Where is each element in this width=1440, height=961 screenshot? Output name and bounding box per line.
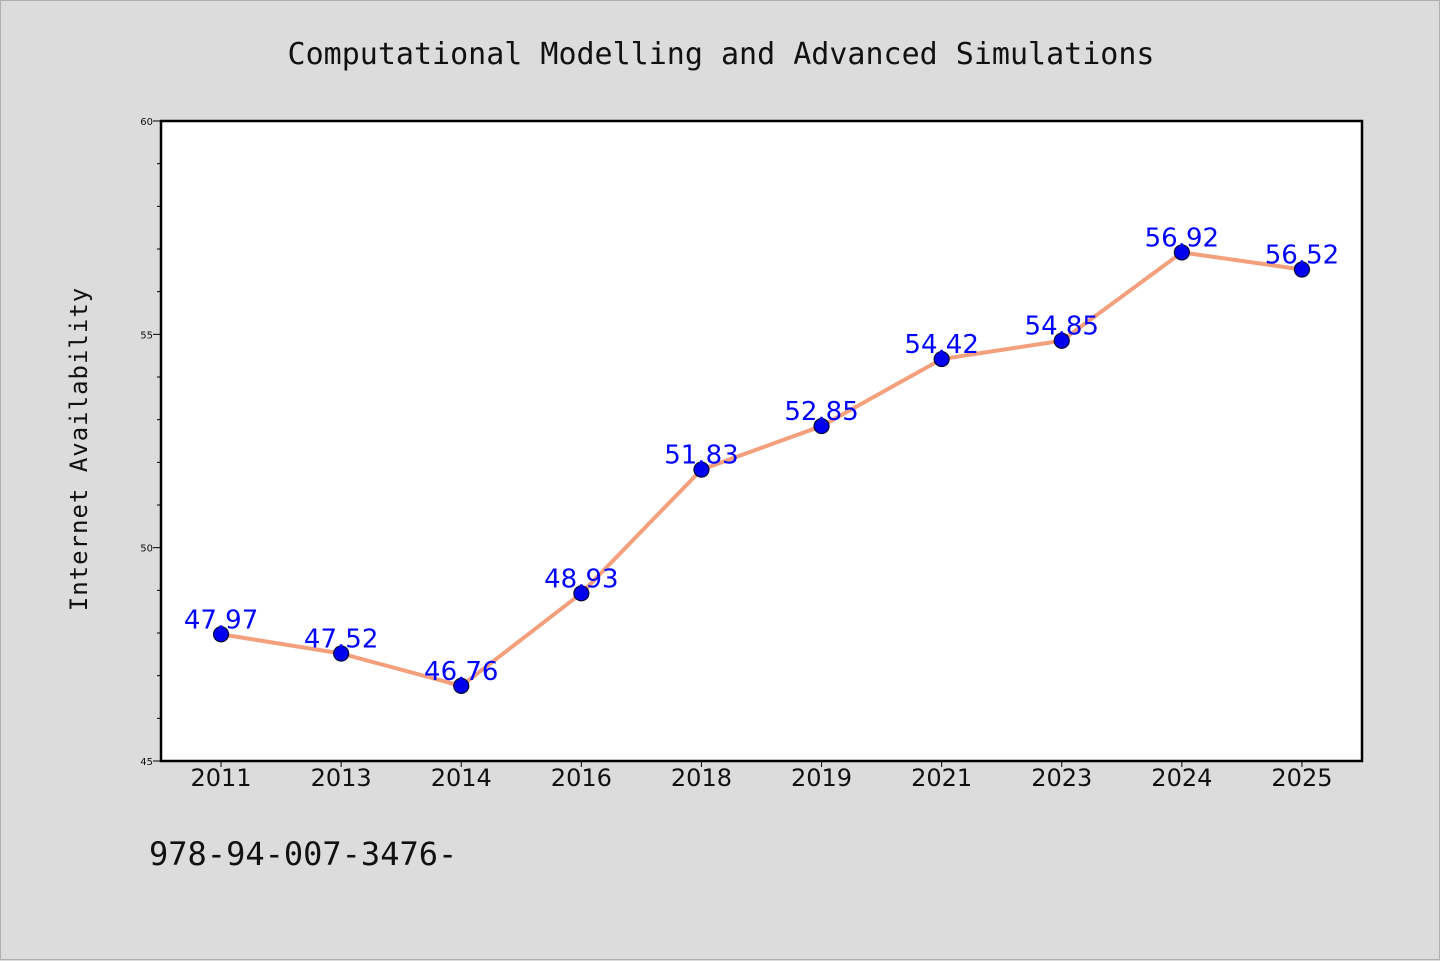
x-tick-label: 2019 — [791, 764, 852, 792]
data-point — [933, 350, 950, 368]
y-tick-label: 45 — [140, 757, 153, 768]
x-tick-label: 2013 — [311, 764, 372, 792]
y-tick-label: 55 — [140, 330, 153, 341]
plot-area — [159, 119, 1364, 763]
data-point — [693, 461, 710, 478]
series-layer: 47.97 47.52 46.76 48.93 51.83 52.85 54.42 54.85… — [184, 223, 1339, 695]
x-tick-label: 2024 — [1151, 764, 1212, 792]
data-label: 54.85 — [1025, 312, 1099, 342]
x-tick-label: 2023 — [1031, 764, 1092, 792]
data-label: 48.93 — [544, 564, 618, 594]
series-line — [219, 250, 1304, 688]
x-tick-label: 2011 — [191, 764, 252, 792]
data-label: 46.76 — [424, 657, 498, 687]
data-label: 56.92 — [1145, 223, 1219, 253]
data-point — [212, 626, 230, 643]
data-point — [1173, 244, 1190, 261]
data-point — [453, 677, 470, 695]
y-tick-label: 60 — [140, 117, 153, 128]
chart-title: Computational Modelling and Advanced Sim… — [288, 37, 1155, 72]
data-label: 56.52 — [1265, 240, 1339, 270]
y-axis-ticks: 45 50 55 60 — [140, 117, 161, 768]
data-label: 52.85 — [784, 397, 858, 427]
data-point — [813, 417, 830, 435]
data-label: 54.42 — [904, 330, 978, 360]
data-point — [1053, 332, 1070, 349]
x-tick-label: 2021 — [911, 764, 972, 792]
x-axis-ticks: 2011 2013 2014 2016 2018 2019 2021 2023 2024 2025 — [191, 761, 1332, 792]
footer-text: 978-94-007-3476- — [149, 835, 457, 873]
data-point — [1293, 261, 1311, 278]
data-label: 47.97 — [184, 605, 258, 635]
x-tick-label: 2018 — [671, 764, 732, 792]
data-label: 47.52 — [304, 624, 378, 654]
y-axis-label: Internet Availability — [65, 287, 93, 611]
data-label: 51.83 — [664, 441, 738, 471]
y-tick-label: 50 — [140, 544, 153, 555]
x-tick-label: 2025 — [1271, 764, 1332, 792]
x-tick-label: 2016 — [551, 764, 612, 792]
data-point — [333, 645, 350, 662]
data-point — [573, 585, 590, 602]
x-tick-label: 2014 — [431, 764, 492, 792]
